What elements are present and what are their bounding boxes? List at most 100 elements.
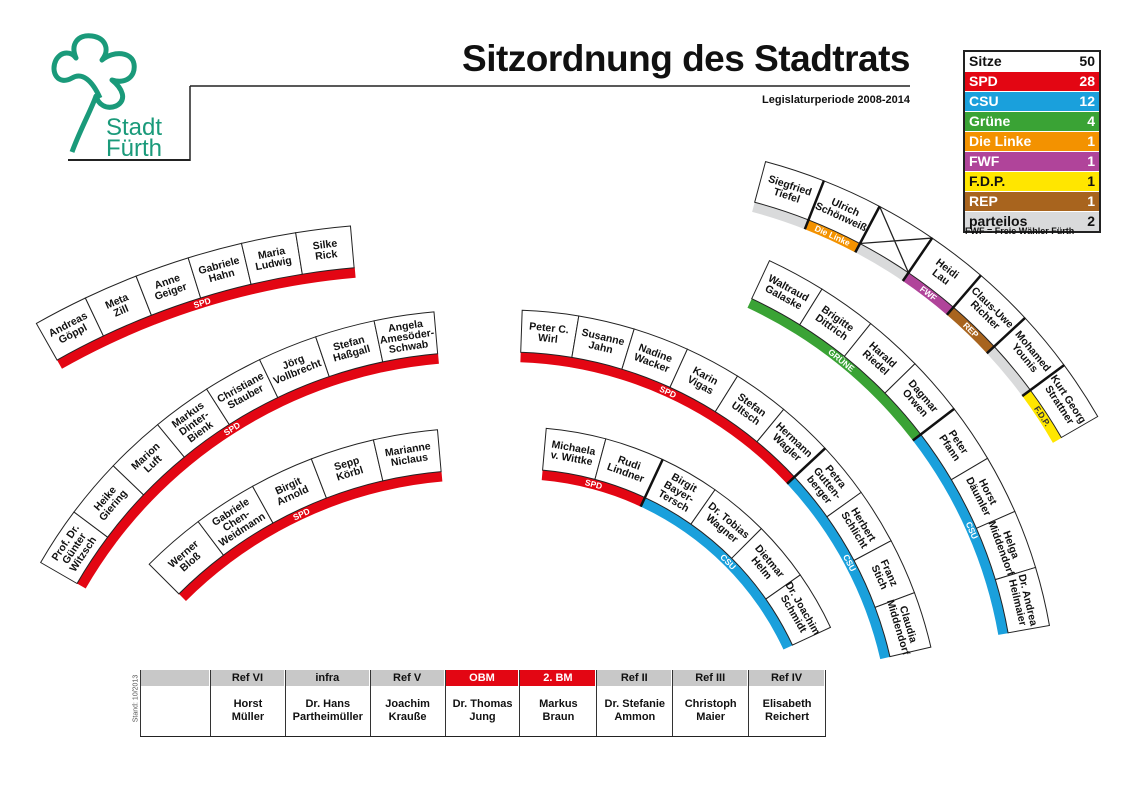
legend-label: REP [969,193,998,209]
party-bar-segment [302,267,356,285]
party-bar-segment [750,441,796,485]
seat[interactable]: Dr. JoachimSchmidt [765,574,832,646]
party-bar-segment [592,478,646,507]
seat-block: Prof. Dr.GünterWitzschHeikeGieringMarion… [39,311,439,589]
seat[interactable]: StefanHaßgall [315,320,384,378]
official-title: Ref V [370,670,445,686]
legend-count: 28 [1079,73,1095,89]
party-bar-segment [865,607,891,660]
official-column: Ref II Dr. Stefanie Ammon [596,670,673,736]
official-title: Ref II [597,670,673,686]
seat[interactable]: RudiLindner [594,438,664,499]
legend-count: 1 [1087,193,1095,209]
seat[interactable]: PetraGutten-berger [793,447,862,518]
official-name-line: Jung [469,711,496,723]
party-bar-segment [250,273,305,295]
seat[interactable]: MarionLuft [112,423,185,496]
seat-box [372,429,442,482]
seat[interactable]: FranzStich [853,540,916,609]
seat[interactable]: MetaZill [84,275,152,337]
seat[interactable]: StefanUltsch [714,375,785,443]
seat[interactable]: BirgitArnold [251,458,328,524]
official-name-line: Dr. Thomas [452,698,513,710]
seat-name: SilkeRick [312,237,339,262]
seat[interactable]: Peter C.Wirl [520,309,580,358]
seat-name: HerbertSchlicht [838,504,879,551]
seat[interactable]: JörgVollbrecht [258,336,330,399]
seat[interactable]: KarinVigas [669,348,739,413]
official-name-line: Joachim [385,698,430,710]
seat-legend: Sitze 50 SPD 28 CSU 12 Grüne 4 Die Linke 1 FWF 1 F.D… [963,50,1101,233]
seat-name-line: Zill [112,303,131,320]
party-bar-segment [143,456,191,502]
seat-box [1029,364,1099,439]
legend-label: FWF [969,153,1000,169]
seat[interactable]: Dr. AndreaHeilmaier [994,566,1051,634]
seat[interactable]: DietmarHelm [730,527,801,600]
legend-row: Sitze 50 [965,52,1099,71]
party-bar-segment [223,522,279,564]
seat[interactable]: NadineWacker [621,328,689,389]
seat[interactable]: WaltraudGalaske [751,259,823,326]
seat[interactable]: GabrieleHahn [187,242,252,299]
vacant-cross-icon [859,206,933,274]
seat[interactable]: MohamedYounis [993,317,1065,391]
seat-name: RudiLindner [605,451,649,485]
party-bar-segment [986,346,1031,397]
seat[interactable]: MariaLudwig [240,232,303,285]
party-divider [1021,364,1065,398]
party-divider [945,274,982,316]
official-name-line: Maier [696,711,726,723]
seat[interactable]: AngelaAmesöder-Schwab [373,311,439,363]
legend-row: SPD 28 [965,71,1099,91]
seat[interactable]: SeppKörbl [310,439,384,499]
official-title: OBM [445,670,520,686]
official-name-line: Horst [233,698,263,710]
official-column [140,670,210,736]
seat[interactable]: ChristianeStauber [205,359,279,426]
official-name: Dr. Stefanie Ammon [597,686,672,736]
legend-count: 50 [1079,53,1095,69]
seat[interactable]: Dr. TobiasWagner [690,489,763,560]
party-bar-segment [902,272,955,316]
seat[interactable]: MarianneNiclaus [372,429,442,482]
empty-seat[interactable] [859,205,933,274]
seat[interactable]: PeterPfann [920,408,989,481]
seat[interactable]: BrigitteDittrich [799,288,872,358]
party-bar-segment [1022,389,1062,443]
party-bar-segment [272,497,331,532]
seat[interactable]: HelgaMiddendorf [975,510,1037,581]
party-bar-segment [665,386,716,421]
seat[interactable]: HeidiLau [907,237,982,308]
stand-date: Stand: 10/2013 [132,674,140,723]
seat[interactable]: SusanneJahn [571,315,635,370]
seat-name-line: Jahn [587,339,614,356]
seat[interactable]: HerbertSchlicht [826,491,892,562]
seat-block: Michaelav. Wittke RudiLindner BirgitBayer-… [541,427,832,650]
seat[interactable]: MarkusDinter-Bienk [156,388,230,458]
official-column: 2. BM Markus Braun [519,670,597,736]
official-name-line: Krauße [388,711,427,723]
seat-name: MarianneNiclaus [384,440,433,469]
seat[interactable]: HaraldRiedel [843,322,916,394]
seat[interactable]: HorstDäumler [950,457,1016,530]
party-bar-segment [685,523,733,566]
seat[interactable]: AnneGeiger [135,257,202,316]
legend-count: 1 [1087,153,1095,169]
party-bar-segment [985,579,1009,635]
party-bar-segment [794,324,846,365]
seat[interactable]: AndreasGöppl [35,297,105,361]
seat[interactable]: Prof. Dr.GünterWitzsch [39,511,109,585]
party-bar-label: SPD [584,477,603,491]
seat[interactable]: SiegfriedTiefel [754,161,825,221]
party-bar-segment [103,314,156,345]
official-name-line: Partheimüller [292,711,363,723]
party-bar-segment [541,469,596,490]
seat[interactable]: ClaudiaMiddendorf [874,592,932,658]
legend-count: 1 [1087,133,1095,149]
legend-label: Sitze [969,53,1002,69]
seat-name-line: Schwab [388,338,429,356]
seat[interactable]: SilkeRick [295,225,355,275]
seat-block: SiegfriedTiefelUlrichSchönweißHeidiLauCl… [752,161,1099,443]
